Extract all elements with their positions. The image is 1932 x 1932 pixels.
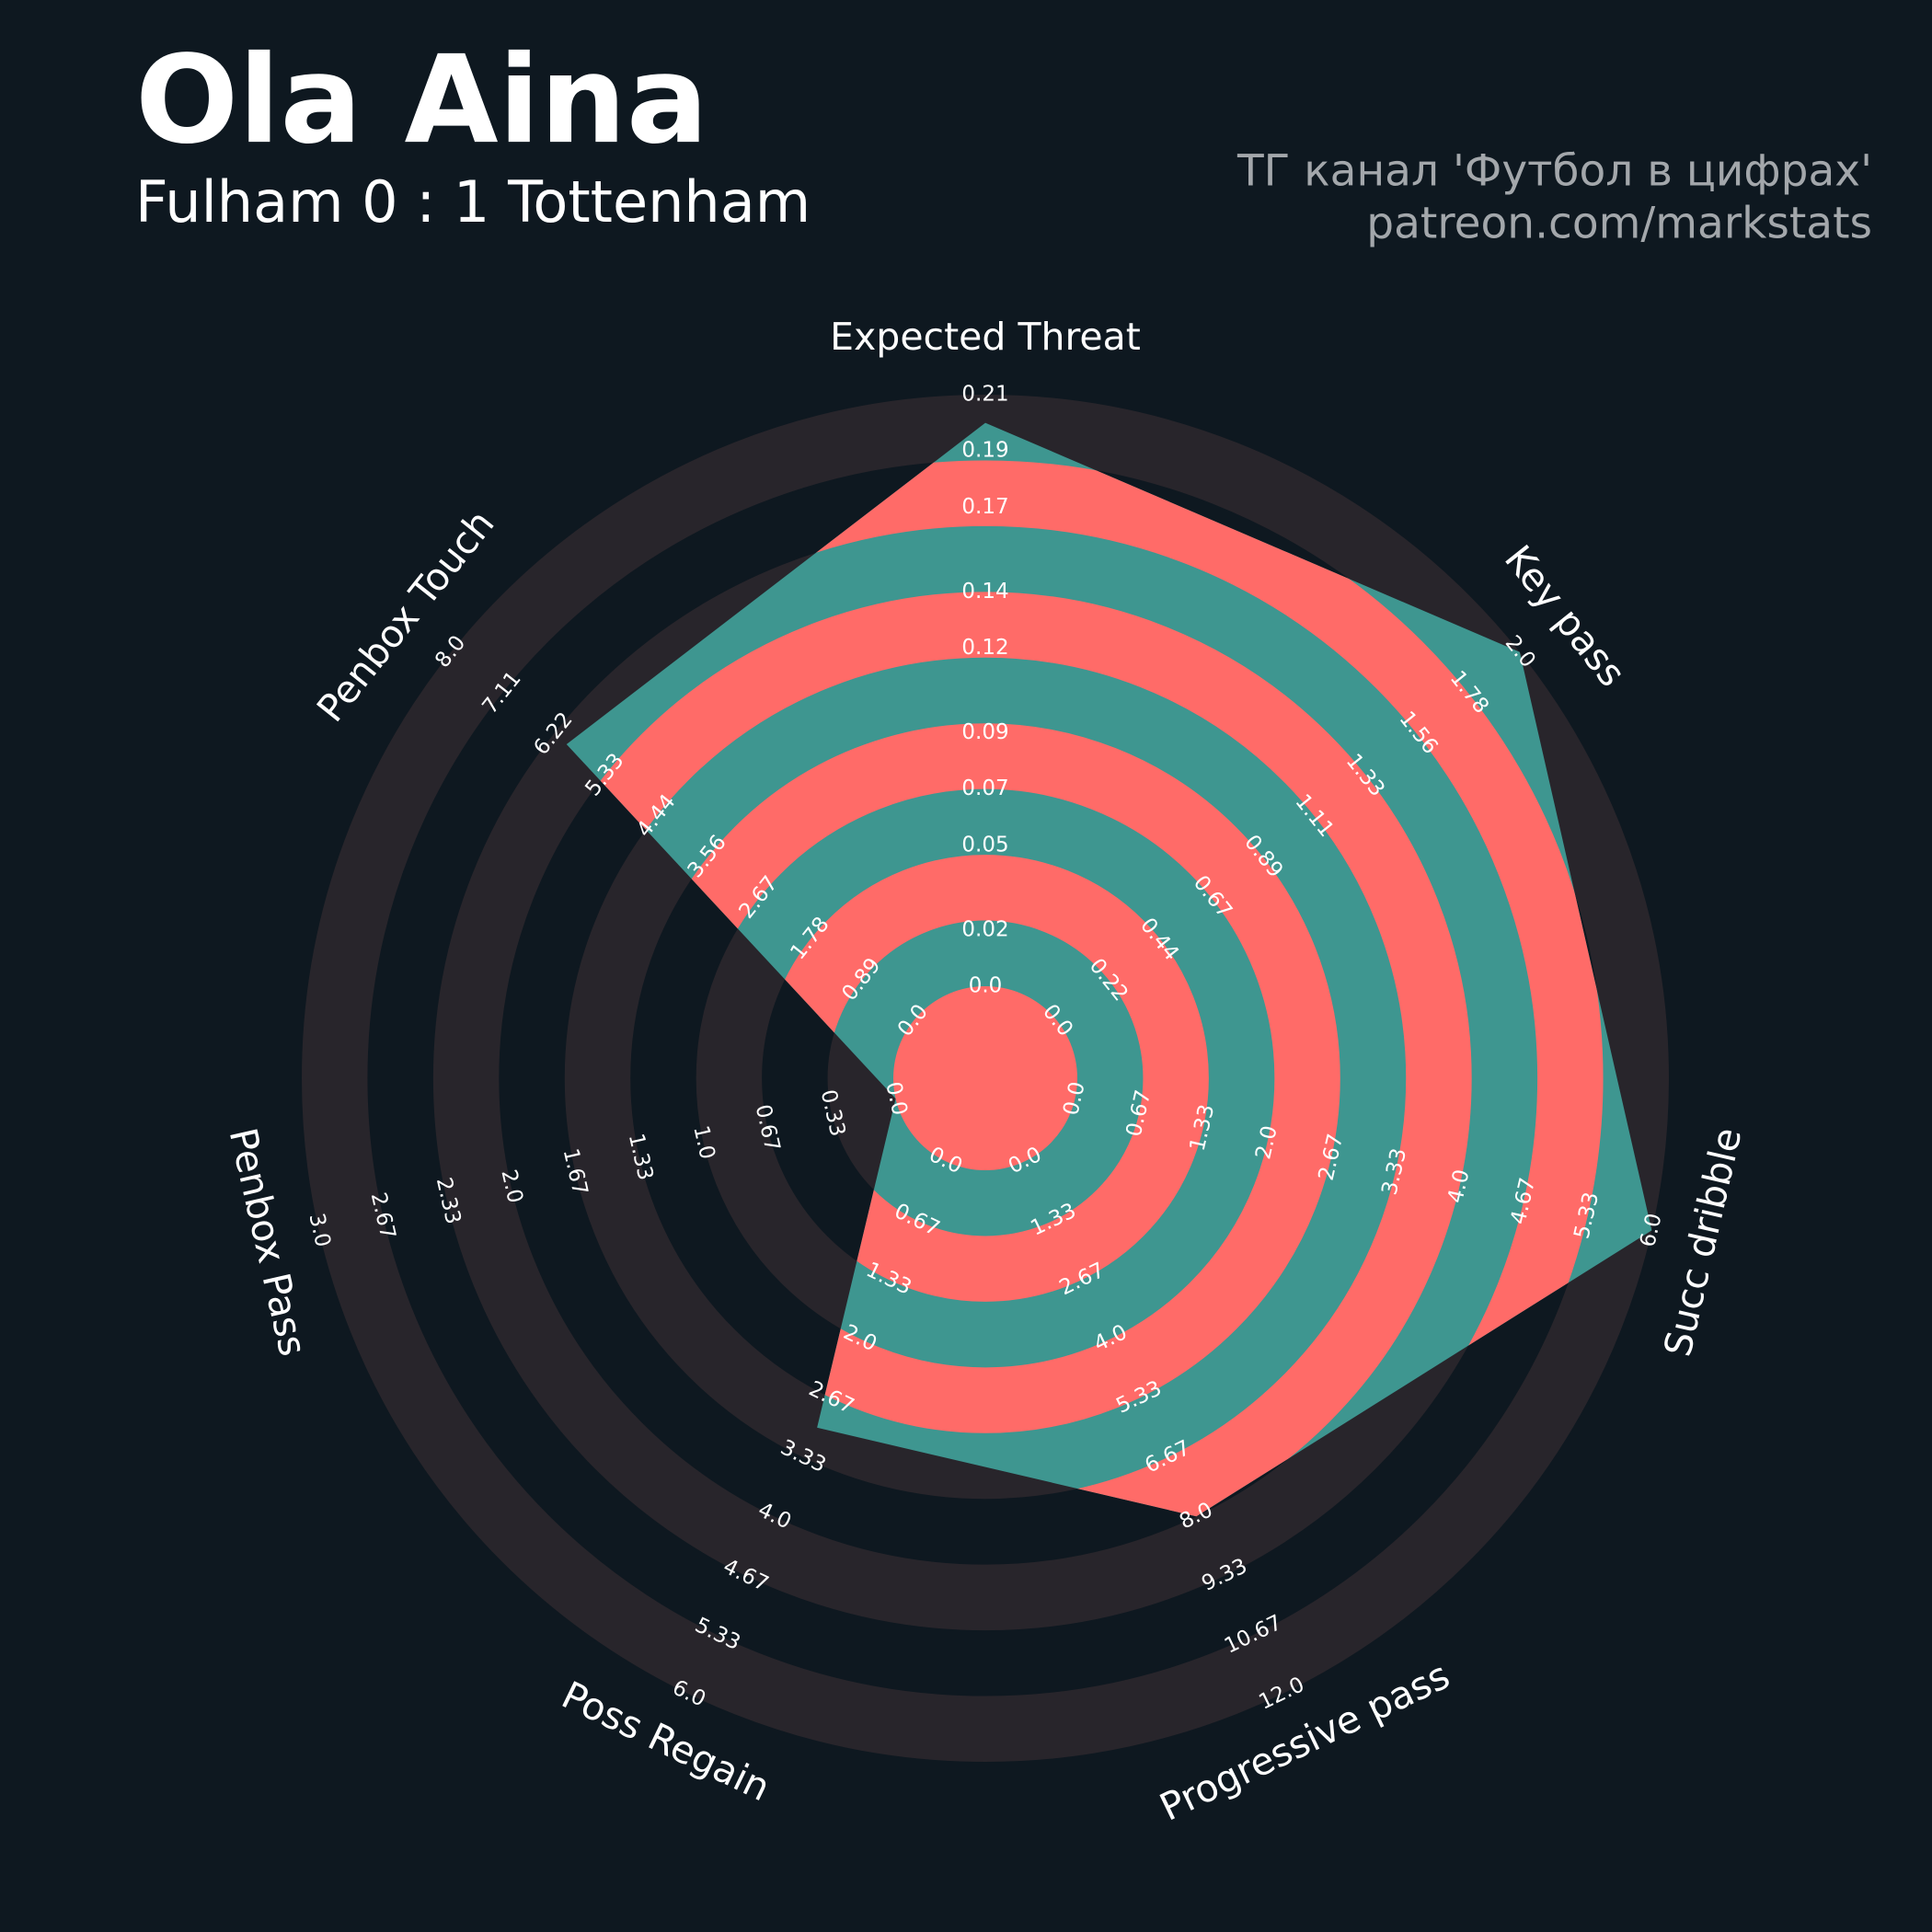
chart-title: Ola Aina xyxy=(135,29,708,171)
band xyxy=(566,460,1604,1517)
tick-label: 0.14 xyxy=(961,580,1008,604)
tick-label: 0.0 xyxy=(969,974,1003,998)
center-circle xyxy=(893,986,1077,1170)
credit: ТГ канал 'Футбол в цифрах' xyxy=(1236,146,1872,197)
tick-label: 0.12 xyxy=(961,636,1008,660)
tick-label: 0.21 xyxy=(961,383,1008,407)
tick-label: 0.17 xyxy=(961,495,1008,519)
tick-label: 0.19 xyxy=(961,439,1008,463)
axis-label: Expected Threat xyxy=(830,315,1141,359)
tick-label: 0.09 xyxy=(961,720,1008,744)
chart-subtitle: Fulham 0 : 1 Tottenham xyxy=(135,168,811,236)
band xyxy=(566,592,1472,1517)
tick-label: 0.07 xyxy=(961,776,1008,800)
tick-label: 0.02 xyxy=(961,917,1008,941)
credit: patreon.com/markstats xyxy=(1366,199,1872,249)
tick-label: 0.05 xyxy=(961,833,1008,857)
